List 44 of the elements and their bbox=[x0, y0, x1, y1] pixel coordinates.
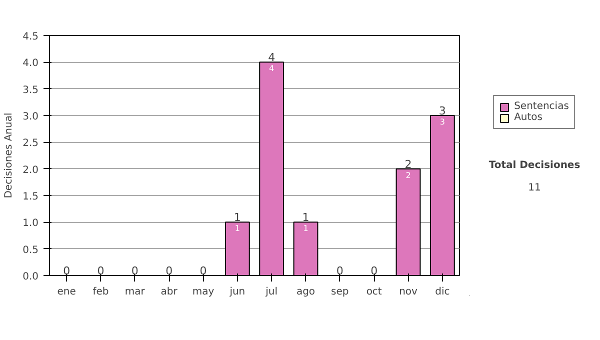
x-tick-label: may bbox=[192, 286, 214, 298]
data-label: 2 bbox=[406, 170, 411, 180]
data-label: 1 bbox=[234, 224, 240, 234]
data-label: 1 bbox=[303, 224, 308, 234]
text: 11 bbox=[528, 182, 541, 194]
x-tick-label: mar bbox=[124, 286, 146, 298]
y-tick-label: 1.5 bbox=[22, 192, 39, 202]
data-label: 4 bbox=[269, 64, 274, 74]
y-tick-label: 3.5 bbox=[22, 84, 39, 96]
total-label: 1 bbox=[302, 211, 310, 224]
legend-label: Autos bbox=[514, 112, 542, 123]
total-label: 0 bbox=[200, 264, 207, 278]
y-tick-label: 3.0 bbox=[22, 112, 39, 122]
y-tick-label: 0.0 bbox=[22, 272, 39, 282]
y-axis-title: Decisiones Anual bbox=[4, 112, 15, 198]
total-label: 3 bbox=[438, 104, 446, 118]
y-tick-label: 4.0 bbox=[22, 58, 39, 70]
total-label: 0 bbox=[166, 264, 173, 278]
total-label: 0 bbox=[336, 264, 344, 278]
total-label: 1 bbox=[234, 211, 241, 224]
y-tick-label: 0.5 bbox=[22, 244, 39, 256]
x-tick-label: feb bbox=[92, 286, 109, 298]
data-label: 3 bbox=[440, 118, 445, 126]
x-tick-label: dic bbox=[435, 286, 450, 298]
y-tick-label: 4.5 bbox=[22, 32, 39, 42]
y-tick-label: 2.0 bbox=[22, 164, 39, 176]
y-tick-label: 1.0 bbox=[22, 218, 39, 230]
x-tick-label: sep bbox=[331, 286, 349, 298]
total-label: 2 bbox=[404, 158, 412, 171]
x-tick-label: abr bbox=[160, 286, 178, 298]
total-label: 0 bbox=[370, 264, 378, 278]
total-label: 0 bbox=[97, 264, 104, 278]
x-tick-label: jul bbox=[264, 286, 278, 298]
x-tick-label: jun bbox=[228, 286, 246, 298]
total-label: 4 bbox=[268, 51, 276, 64]
x-tick-label: nov bbox=[399, 286, 418, 298]
legend-label: Sentencias bbox=[514, 101, 569, 112]
x-tick-label: oct bbox=[366, 286, 382, 298]
x-tick-label: ago bbox=[296, 286, 316, 298]
total-label: 0 bbox=[63, 264, 70, 278]
y-tick-label: 2.5 bbox=[22, 138, 39, 150]
x-tick-label: ene bbox=[57, 286, 76, 298]
text: Total Decisiones bbox=[488, 160, 580, 171]
total-label: 0 bbox=[131, 264, 138, 278]
